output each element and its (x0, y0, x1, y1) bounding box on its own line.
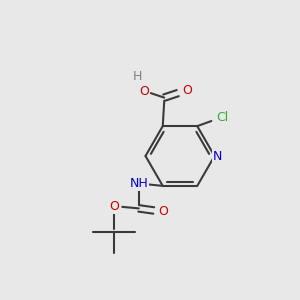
Text: O: O (158, 205, 168, 218)
Text: Cl: Cl (216, 111, 229, 124)
Text: NH: NH (129, 177, 148, 190)
Text: O: O (182, 84, 192, 97)
Text: O: O (139, 85, 149, 98)
Text: N: N (213, 149, 222, 163)
Text: H: H (133, 70, 142, 83)
Text: O: O (109, 200, 119, 213)
